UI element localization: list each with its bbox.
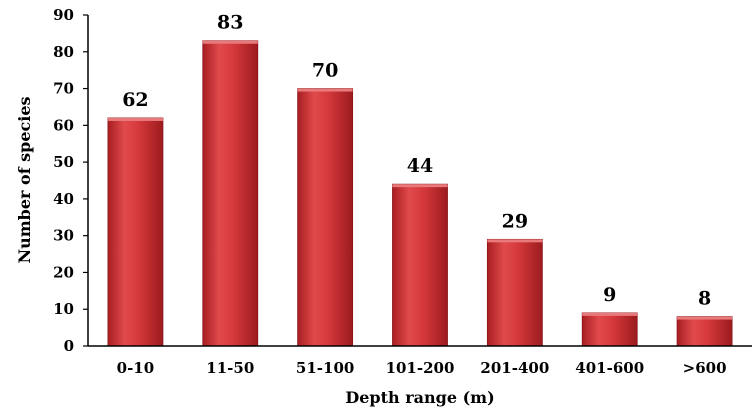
x-tick-label: 401-600 xyxy=(575,359,644,377)
x-tick-label: 51-100 xyxy=(296,359,354,377)
data-label: 29 xyxy=(502,210,528,232)
y-tick-label: 10 xyxy=(53,300,74,318)
y-tick-label: 30 xyxy=(53,227,74,245)
bar-top-highlight xyxy=(392,184,448,188)
y-tick-label: 80 xyxy=(53,43,74,61)
y-axis-ticks: 0 10 20 30 40 50 60 70 80 90 xyxy=(53,6,88,355)
x-axis-title: Depth range (m) xyxy=(345,388,494,407)
bar-0-10 xyxy=(107,117,164,347)
data-label: 9 xyxy=(603,284,616,306)
data-label: 8 xyxy=(698,288,711,310)
bars xyxy=(107,40,733,347)
x-axis-labels: 0-10 11-50 51-100 101-200 201-400 401-600 >600 xyxy=(117,359,727,377)
data-label: 44 xyxy=(407,155,433,177)
y-axis-title: Number of species xyxy=(15,96,34,263)
bar-11-50 xyxy=(202,40,259,347)
data-label: 62 xyxy=(122,89,148,111)
data-label: 70 xyxy=(312,60,338,82)
bar-top-highlight xyxy=(487,239,543,243)
y-tick-label: 50 xyxy=(53,153,74,171)
y-tick-label: 0 xyxy=(64,337,74,355)
bar-top-highlight xyxy=(202,40,258,44)
data-label: 83 xyxy=(217,12,243,34)
x-tick-label: 101-200 xyxy=(386,359,455,377)
bar-51-100 xyxy=(297,88,354,347)
data-labels: 62 83 70 44 29 9 8 xyxy=(122,12,711,310)
bar-top-highlight xyxy=(107,117,163,121)
bar-201-400 xyxy=(486,238,543,347)
x-tick-label: 11-50 xyxy=(206,359,254,377)
y-tick-label: 60 xyxy=(53,116,74,134)
x-tick-label: 0-10 xyxy=(117,359,155,377)
bar-top-highlight xyxy=(297,88,353,92)
y-tick-label: 20 xyxy=(53,263,74,281)
x-tick-label: >600 xyxy=(683,359,727,377)
bar->600 xyxy=(676,316,733,347)
bar-top-highlight xyxy=(582,312,638,316)
bar-401-600 xyxy=(581,312,638,347)
y-tick-label: 90 xyxy=(53,6,74,24)
bar-101-200 xyxy=(392,183,448,347)
y-tick-label: 70 xyxy=(53,80,74,98)
x-tick-label: 201-400 xyxy=(480,359,549,377)
y-tick-label: 40 xyxy=(53,190,74,208)
bar-top-highlight xyxy=(677,316,733,320)
